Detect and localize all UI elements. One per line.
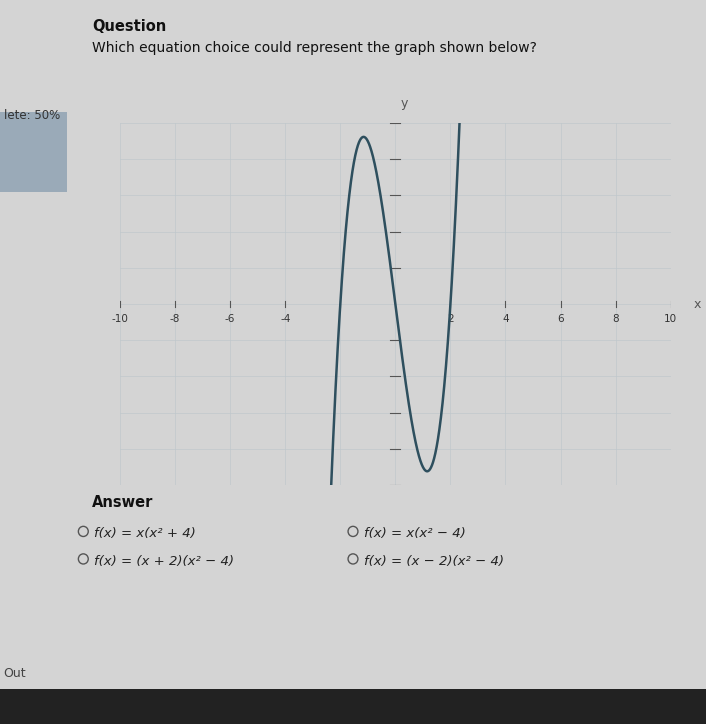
Text: -6: -6 xyxy=(225,314,235,324)
Text: -4: -4 xyxy=(280,314,290,324)
Text: Which equation choice could represent the graph shown below?: Which equation choice could represent th… xyxy=(92,41,537,55)
Text: f(x) = (x − 2)(x² − 4): f(x) = (x − 2)(x² − 4) xyxy=(364,555,503,568)
Text: -10: -10 xyxy=(112,314,128,324)
Text: 10: 10 xyxy=(664,314,677,324)
Text: Out: Out xyxy=(4,667,26,680)
Text: Question: Question xyxy=(92,19,166,34)
Text: Answer: Answer xyxy=(92,494,153,510)
Text: f(x) = x(x² − 4): f(x) = x(x² − 4) xyxy=(364,527,465,540)
Text: y: y xyxy=(401,98,408,110)
Text: f(x) = (x + 2)(x² − 4): f(x) = (x + 2)(x² − 4) xyxy=(94,555,234,568)
Text: 6: 6 xyxy=(557,314,564,324)
Text: -8: -8 xyxy=(170,314,180,324)
Text: lete: 50%: lete: 50% xyxy=(4,109,60,122)
Text: x: x xyxy=(694,298,702,311)
Text: 8: 8 xyxy=(612,314,619,324)
Text: f(x) = x(x² + 4): f(x) = x(x² + 4) xyxy=(94,527,196,540)
Text: 4: 4 xyxy=(502,314,509,324)
Text: 2: 2 xyxy=(447,314,454,324)
